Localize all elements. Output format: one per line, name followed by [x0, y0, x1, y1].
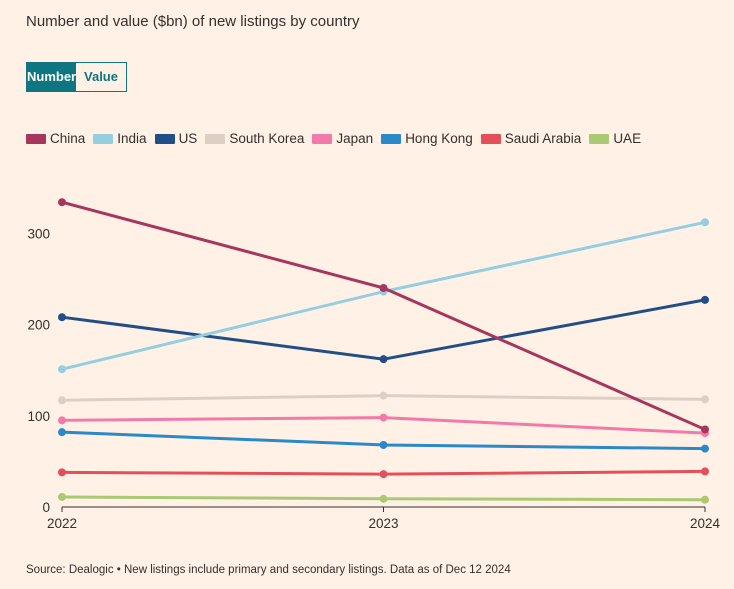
- data-point: [58, 313, 66, 322]
- legend-item: India: [93, 131, 147, 146]
- data-point: [379, 413, 388, 422]
- data-point: [379, 391, 388, 400]
- data-point: [379, 494, 388, 503]
- legend-swatch: [93, 133, 114, 144]
- legend-item: Japan: [312, 131, 373, 146]
- chart-legend: China India US South Korea Japan Hong Kong Sau…: [26, 131, 649, 146]
- x-tick-label: 2022: [47, 516, 77, 531]
- data-point: [701, 395, 709, 404]
- y-tick-label: 200: [27, 318, 50, 333]
- data-point: [58, 365, 66, 374]
- data-point: [701, 218, 709, 227]
- data-point: [58, 428, 66, 437]
- data-point: [58, 396, 66, 405]
- legend-label: China: [50, 131, 86, 146]
- data-point: [701, 467, 709, 476]
- legend-item: China: [26, 131, 85, 146]
- series-line: [60, 220, 707, 371]
- data-point: [701, 444, 709, 453]
- metric-toggle: Number Value: [26, 62, 127, 92]
- legend-item: Saudi Arabia: [480, 131, 582, 146]
- series-line: [60, 298, 707, 361]
- legend-item: UAE: [589, 131, 641, 146]
- legend-swatch: [26, 133, 46, 144]
- data-point: [58, 198, 66, 207]
- data-point: [701, 495, 709, 504]
- legend-swatch: [312, 133, 333, 144]
- x-tick-label: 2023: [368, 516, 398, 531]
- data-point: [701, 425, 709, 434]
- legend-label: Japan: [336, 131, 374, 146]
- legend-label: South Korea: [229, 131, 305, 146]
- data-point: [379, 440, 388, 449]
- data-point: [58, 492, 66, 501]
- legend-item: South Korea: [205, 131, 304, 146]
- source-note: Source: Dealogic • New listings include …: [26, 564, 511, 576]
- legend-swatch: [589, 133, 610, 144]
- legend-label: Hong Kong: [405, 131, 473, 146]
- y-tick-label: 100: [27, 409, 50, 424]
- data-point: [379, 355, 388, 364]
- legend-swatch: [381, 133, 402, 144]
- legend-label: US: [178, 131, 198, 146]
- legend-label: UAE: [613, 131, 642, 146]
- value-toggle-button[interactable]: Value: [76, 63, 126, 91]
- y-tick-label: 300: [27, 226, 50, 241]
- legend-swatch: [480, 133, 501, 144]
- chart-title: Number and value ($bn) of new listings b…: [26, 13, 360, 30]
- legend-item: US: [154, 131, 198, 146]
- legend-label: India: [117, 131, 147, 146]
- y-tick-label: 0: [42, 500, 50, 515]
- data-point: [58, 416, 66, 425]
- data-point: [379, 470, 388, 479]
- data-point: [58, 468, 66, 477]
- x-tick-label: 2024: [690, 516, 721, 531]
- line-chart: 0 100 200 300 2022 2023 2024: [27, 198, 721, 531]
- number-toggle-button[interactable]: Number: [27, 63, 76, 91]
- legend-swatch: [154, 133, 175, 144]
- data-point: [379, 284, 388, 292]
- legend-item: Hong Kong: [381, 131, 473, 146]
- legend-label: Saudi Arabia: [504, 131, 582, 146]
- legend-swatch: [205, 133, 226, 144]
- data-point: [701, 295, 709, 304]
